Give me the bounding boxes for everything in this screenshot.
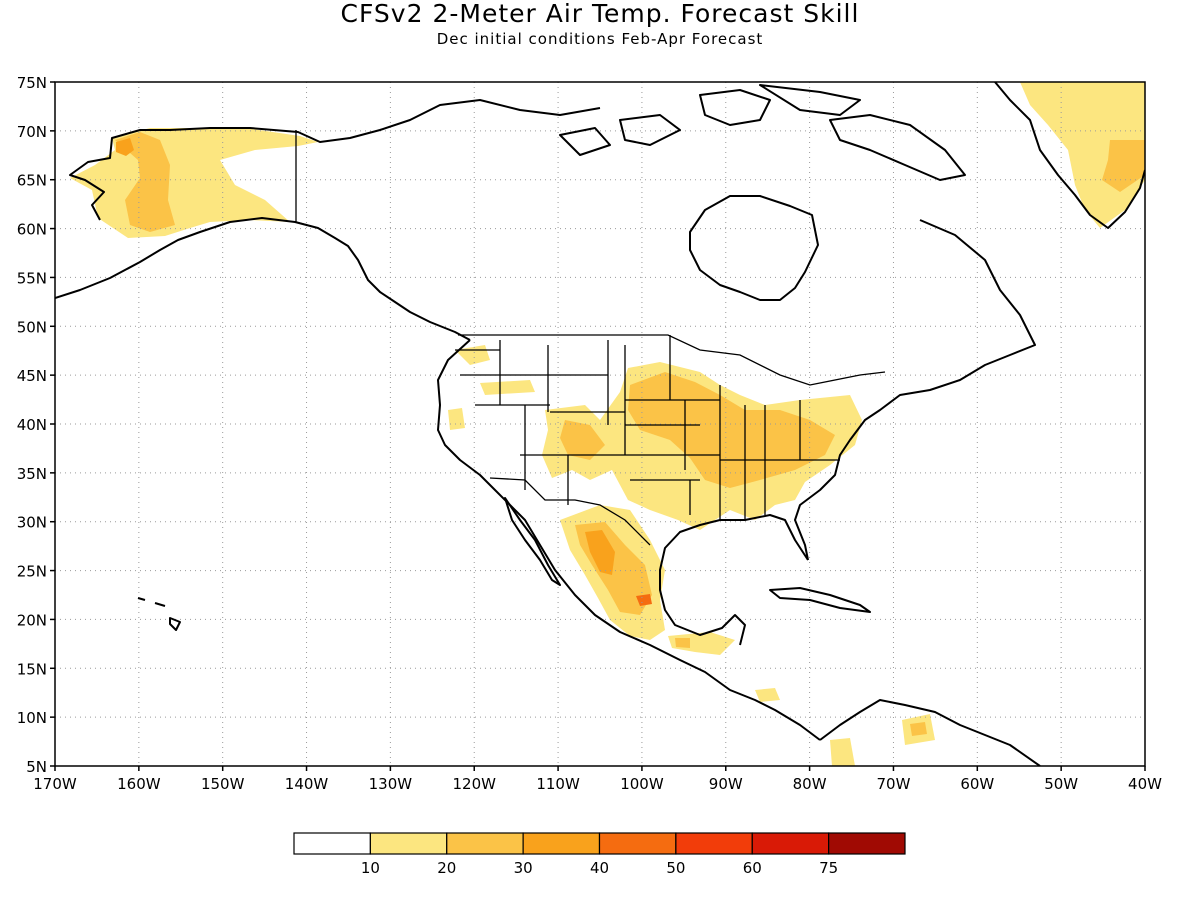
- chart-subtitle: Dec initial conditions Feb-Apr Forecast: [436, 30, 764, 48]
- longitude-axis: 170W 160W 150W 140W 130W 120W 110W 100W 90W 80W 70…: [33, 766, 1162, 793]
- skill-region-mexico-strong: [585, 530, 615, 575]
- border-states: [455, 335, 840, 520]
- coast-cuba: [769, 587, 871, 613]
- coast-hudson-bay: [689, 195, 819, 301]
- colorbar-swatch: [369, 832, 448, 855]
- lat-tick-label: 75N: [17, 74, 47, 92]
- lat-tick-label: 60N: [17, 221, 47, 239]
- skill-region-midwest: [628, 372, 835, 488]
- lon-tick-label: 70W: [877, 775, 911, 793]
- colorbar-label: 60: [743, 859, 762, 877]
- border-us-canada: [458, 334, 886, 386]
- lon-tick-label: 130W: [369, 775, 413, 793]
- lon-tick-label: 90W: [709, 775, 743, 793]
- coast-gulf: [659, 514, 809, 646]
- lat-tick-label: 45N: [17, 367, 47, 385]
- colorbar-label: 75: [819, 859, 838, 877]
- lon-tick-label: 40W: [1128, 775, 1162, 793]
- lon-tick-label: 100W: [620, 775, 664, 793]
- coast-greenland: [994, 82, 1145, 229]
- coast-baffin: [829, 114, 966, 181]
- colorbar-label: 10: [361, 859, 380, 877]
- colorbar-label: 30: [514, 859, 533, 877]
- skill-region-yucatan: [668, 632, 735, 655]
- lat-tick-label: 65N: [17, 172, 47, 190]
- lat-tick-label: 35N: [17, 465, 47, 483]
- skill-region-northwest-2: [480, 380, 535, 395]
- lon-tick-label: 160W: [117, 775, 161, 793]
- colorbar-label: 20: [437, 859, 456, 877]
- colorbar-swatch: [751, 832, 830, 855]
- chart-title: CFSv2 2-Meter Air Temp. Forecast Skill: [340, 0, 860, 28]
- skill-region-greenland-core: [1102, 140, 1145, 192]
- skill-region-yucatan-core: [675, 638, 690, 648]
- colorbar-swatch: [828, 832, 906, 855]
- lon-tick-label: 120W: [452, 775, 496, 793]
- lon-tick-label: 150W: [201, 775, 245, 793]
- gridlines: [55, 82, 1145, 766]
- skill-region-alaska-west-core: [116, 138, 134, 156]
- coast-alaska-north: [69, 99, 601, 221]
- coast-pacific: [437, 339, 821, 741]
- coast-baja: [504, 497, 561, 586]
- lat-tick-label: 70N: [17, 123, 47, 141]
- lat-tick-label: 15N: [17, 660, 47, 678]
- colorbar-swatch: [293, 832, 371, 855]
- lon-tick-label: 140W: [285, 775, 329, 793]
- colorbar-label: 40: [590, 859, 609, 877]
- latitude-axis: 75N 70N 65N 60N 55N 50N 45N 40N 35N 30N 25N 20N 15N 1…: [17, 74, 55, 776]
- skill-region-oregon: [448, 408, 465, 430]
- colorbar-swatch: [446, 832, 524, 855]
- coast-hawaii: [137, 597, 181, 631]
- lat-tick-label: 55N: [17, 269, 47, 287]
- lat-tick-label: 40N: [17, 416, 47, 434]
- skill-region-venezuela-core: [910, 722, 927, 736]
- colorbar-swatch: [522, 832, 601, 855]
- skill-region-honduras: [755, 688, 780, 702]
- border-alaska-canada: [295, 130, 319, 229]
- lat-tick-label: 10N: [17, 709, 47, 727]
- colorbar-swatch: [675, 832, 753, 855]
- coast-arctic-islands: [559, 84, 861, 156]
- lon-tick-label: 80W: [793, 775, 827, 793]
- skill-region-mexico-max: [636, 594, 652, 606]
- skill-region-greenland: [1020, 82, 1145, 228]
- lon-tick-label: 50W: [1044, 775, 1078, 793]
- lat-tick-label: 25N: [17, 563, 47, 581]
- skill-region-southwest: [560, 420, 605, 460]
- coast-south-america: [819, 699, 1041, 766]
- skill-region-alaska-west: [115, 132, 175, 232]
- colorbar: 10 20 30 40 50 60 75: [293, 832, 906, 877]
- skill-region-colombia: [830, 738, 855, 766]
- lon-tick-label: 170W: [33, 775, 77, 793]
- colorbar-swatch: [598, 832, 677, 855]
- skill-field: [70, 82, 1145, 766]
- coast-alaska: [55, 217, 471, 341]
- lon-tick-label: 60W: [960, 775, 994, 793]
- lat-tick-label: 5N: [26, 758, 47, 776]
- coast-east: [794, 219, 1036, 561]
- political-borders: [295, 130, 886, 546]
- lat-tick-label: 30N: [17, 514, 47, 532]
- lat-tick-label: 50N: [17, 318, 47, 336]
- lat-tick-label: 20N: [17, 611, 47, 629]
- lon-tick-label: 110W: [536, 775, 580, 793]
- skill-region-alaska: [70, 128, 318, 238]
- colorbar-label: 50: [666, 859, 685, 877]
